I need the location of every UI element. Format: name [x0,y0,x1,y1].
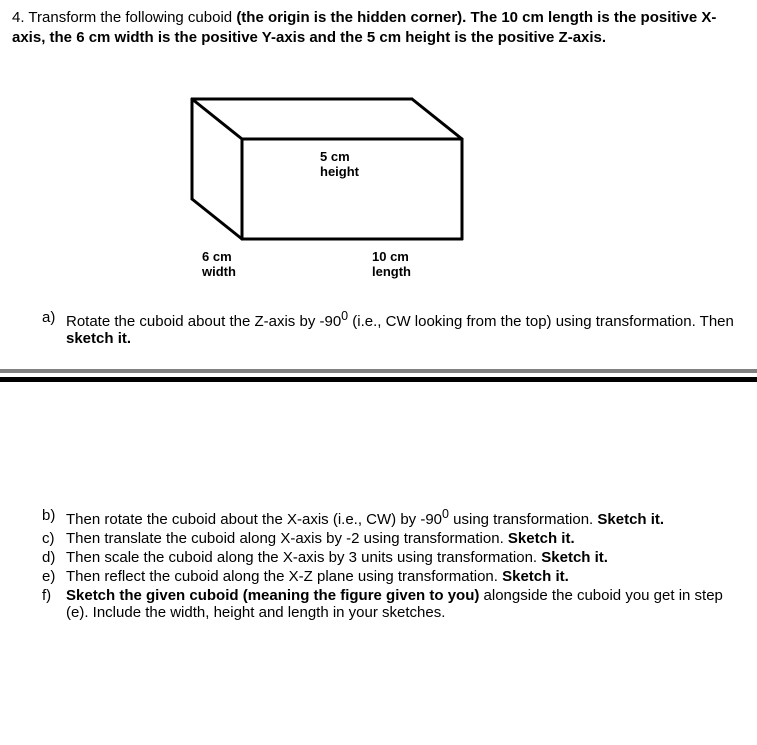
part-a-block: a) Rotate the cuboid about the Z-axis by… [42,309,745,347]
part-e-text: Then reflect the cuboid along the X-Z pl… [66,568,745,585]
part-d-bold: Sketch it. [541,549,608,566]
length-label-text: length [372,264,411,279]
part-a: a) Rotate the cuboid about the Z-axis by… [42,309,745,347]
part-e-bold: Sketch it. [502,568,569,585]
width-label: 6 cm width [202,249,236,280]
part-c-bold: Sketch it. [508,530,575,547]
section-divider [0,369,757,382]
part-d-pre: Then scale the cuboid along the X-axis b… [66,549,541,566]
length-label: 10 cm length [372,249,411,280]
part-f: f) Sketch the given cuboid (meaning the … [42,587,745,621]
question-number: 4. [12,9,25,26]
part-e-letter: e) [42,568,66,585]
part-b-letter: b) [42,507,66,528]
parts-b-f: b) Then rotate the cuboid about the X-ax… [42,507,745,621]
part-a-post: (i.e., CW looking from the top) using tr… [348,313,734,330]
cuboid-figure: 5 cm height 6 cm width 10 cm length [12,79,745,289]
height-label: 5 cm height [320,149,359,180]
length-label-value: 10 cm [372,249,409,264]
part-c-text: Then translate the cuboid along X-axis b… [66,530,745,547]
part-f-letter: f) [42,587,66,621]
part-d-letter: d) [42,549,66,566]
part-c: c) Then translate the cuboid along X-axi… [42,530,745,547]
width-label-value: 6 cm [202,249,232,264]
part-d-text: Then scale the cuboid along the X-axis b… [66,549,745,566]
part-b-pre: Then rotate the cuboid about the X-axis … [66,511,442,528]
part-a-bold: sketch it. [66,330,131,347]
part-d: d) Then scale the cuboid along the X-axi… [42,549,745,566]
part-b-bold: Sketch it. [597,511,664,528]
part-e-pre: Then reflect the cuboid along the X-Z pl… [66,568,502,585]
part-f-bold: Sketch the given cuboid (meaning the fig… [66,587,479,604]
intro-text-plain: Transform the following cuboid [28,9,236,26]
part-b: b) Then rotate the cuboid about the X-ax… [42,507,745,528]
part-e: e) Then reflect the cuboid along the X-Z… [42,568,745,585]
part-b-post: using transformation. [449,511,597,528]
part-c-letter: c) [42,530,66,547]
part-a-letter: a) [42,309,66,347]
width-label-text: width [202,264,236,279]
part-b-sup: 0 [442,507,449,521]
part-b-text: Then rotate the cuboid about the X-axis … [66,507,745,528]
part-f-text: Sketch the given cuboid (meaning the fig… [66,587,745,621]
part-a-pre: Rotate the cuboid about the Z-axis by -9… [66,313,341,330]
part-c-pre: Then translate the cuboid along X-axis b… [66,530,508,547]
part-a-text: Rotate the cuboid about the Z-axis by -9… [66,309,745,347]
question-intro: 4. Transform the following cuboid (the o… [12,8,745,49]
height-label-value: 5 cm [320,149,350,164]
height-label-text: height [320,164,359,179]
